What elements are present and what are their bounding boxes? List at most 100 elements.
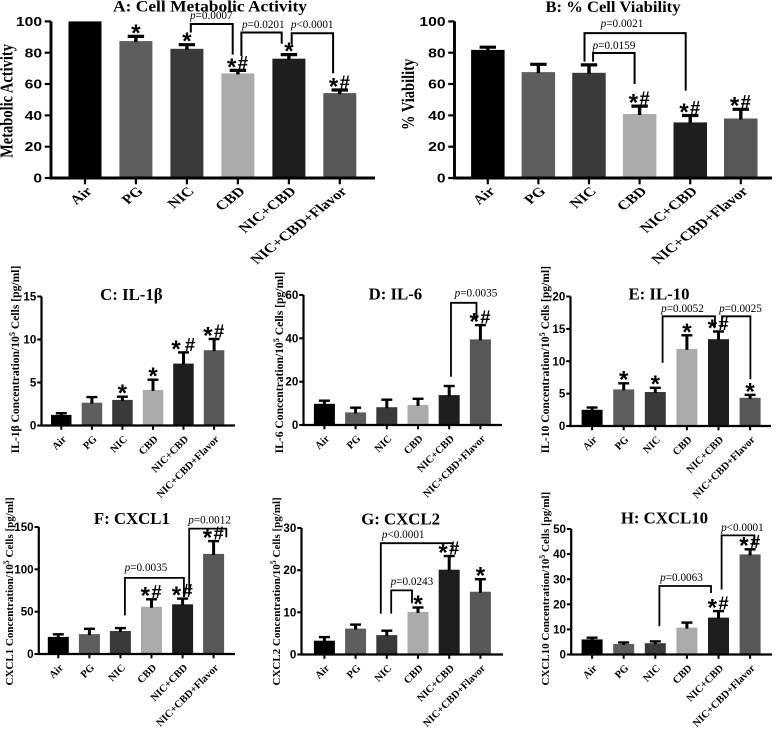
svg-text:p=0.0025: p=0.0025 — [718, 303, 762, 315]
svg-text:*: * — [172, 582, 182, 609]
svg-text:p<0.0001: p<0.0001 — [720, 522, 764, 534]
svg-text:20: 20 — [25, 139, 43, 154]
svg-text:*: * — [171, 336, 181, 363]
svg-text:CXCL1 Concentration/105 Cells: CXCL1 Concentration/105 Cells [pg/ml] — [2, 497, 16, 685]
svg-text:D: IL-6: D: IL-6 — [369, 285, 423, 304]
svg-text:*: * — [148, 363, 158, 390]
svg-text:p=0.0063: p=0.0063 — [659, 572, 703, 584]
svg-text:20: 20 — [283, 564, 296, 577]
svg-text:% Viability: % Viability — [400, 59, 418, 130]
svg-text:40: 40 — [553, 548, 566, 561]
svg-text:*: * — [141, 583, 151, 610]
svg-text:0: 0 — [560, 649, 566, 662]
svg-text:40: 40 — [285, 332, 298, 345]
svg-text:p=0.0012: p=0.0012 — [187, 514, 231, 526]
svg-text:*: * — [730, 93, 740, 120]
svg-text:*: * — [476, 563, 486, 590]
svg-text:*: * — [131, 20, 141, 47]
svg-text:*: * — [708, 595, 718, 622]
svg-text:100: 100 — [14, 563, 33, 576]
svg-text:*: * — [118, 380, 128, 407]
svg-text:*: * — [745, 378, 755, 405]
svg-text:0: 0 — [27, 648, 33, 661]
svg-text:A: Cell Metabolic Activity: A: Cell Metabolic Activity — [113, 0, 307, 15]
svg-text:#: # — [340, 72, 350, 93]
svg-text:*: * — [470, 309, 480, 336]
svg-text:10: 10 — [283, 606, 296, 619]
svg-text:50: 50 — [553, 523, 566, 536]
svg-text:*: * — [679, 99, 689, 126]
svg-text:10: 10 — [23, 334, 36, 347]
svg-text:0: 0 — [33, 171, 42, 186]
svg-text:40: 40 — [428, 108, 446, 123]
svg-text:*: * — [413, 591, 423, 618]
svg-text:*: * — [651, 371, 661, 398]
svg-text:*: * — [708, 315, 718, 342]
svg-text:CXCL10 Concentration/105 Cells: CXCL10 Concentration/105 Cells [pg/ml] — [538, 492, 552, 686]
svg-text:B: % Cell Viability: B: % Cell Viability — [546, 0, 681, 16]
svg-text:40: 40 — [25, 108, 43, 123]
svg-text:p=0.0243: p=0.0243 — [390, 576, 434, 588]
svg-text:p=0.0035: p=0.0035 — [454, 288, 498, 300]
svg-text:IL-1β Concentration/105 Cells: IL-1β Concentration/105 Cells [pg/ml] — [8, 266, 22, 454]
svg-text:*: * — [438, 539, 448, 566]
svg-text:*: * — [284, 38, 294, 65]
svg-text:#: # — [213, 523, 223, 544]
svg-text:*: * — [203, 525, 213, 552]
svg-text:#: # — [214, 321, 224, 342]
svg-text:0: 0 — [559, 420, 565, 433]
svg-text:60: 60 — [428, 77, 446, 92]
svg-text:*: * — [682, 319, 692, 346]
svg-text:#: # — [690, 97, 700, 118]
svg-text:F: CXCL1: F: CXCL1 — [94, 509, 170, 528]
svg-text:#: # — [238, 52, 248, 73]
svg-text:Metabolic Activity: Metabolic Activity — [0, 44, 17, 158]
svg-text:#: # — [480, 307, 490, 328]
svg-text:20: 20 — [552, 291, 565, 304]
svg-text:0: 0 — [437, 171, 446, 186]
svg-text:p=0.0035: p=0.0035 — [124, 562, 168, 574]
svg-text:30: 30 — [283, 522, 296, 535]
svg-text:20: 20 — [553, 598, 566, 611]
svg-text:0: 0 — [30, 420, 36, 433]
svg-text:p=0.0159: p=0.0159 — [592, 40, 636, 52]
svg-text:p=0.0201: p=0.0201 — [241, 19, 285, 31]
svg-text:10: 10 — [552, 355, 565, 368]
svg-text:*: * — [329, 73, 339, 100]
svg-text:100: 100 — [16, 14, 42, 29]
svg-text:30: 30 — [553, 573, 566, 586]
svg-text:*: * — [203, 322, 213, 349]
svg-text:80: 80 — [25, 45, 43, 60]
svg-text:5: 5 — [30, 377, 37, 390]
svg-text:#: # — [750, 531, 760, 552]
svg-text:15: 15 — [23, 291, 36, 304]
svg-text:#: # — [185, 334, 195, 355]
svg-text:5: 5 — [559, 388, 566, 401]
svg-text:20: 20 — [285, 376, 298, 389]
svg-text:CXCL2 Concentration/105 Cells: CXCL2 Concentration/105 Cells [pg/ml] — [269, 497, 283, 685]
svg-text:10: 10 — [553, 624, 566, 637]
svg-text:50: 50 — [21, 606, 34, 619]
svg-text:IL-6 Concentration/105 Cells [: IL-6 Concentration/105 Cells [pg/ml] — [272, 272, 286, 454]
svg-text:#: # — [182, 580, 192, 601]
svg-text:p=0.0052: p=0.0052 — [660, 303, 704, 315]
svg-text:60: 60 — [285, 289, 298, 302]
svg-text:*: * — [227, 54, 237, 81]
svg-text:*: * — [739, 533, 749, 560]
svg-text:E: IL-10: E: IL-10 — [628, 285, 689, 304]
svg-text:G: CXCL2: G: CXCL2 — [361, 510, 440, 529]
svg-text:150: 150 — [14, 521, 33, 534]
svg-text:#: # — [718, 593, 728, 614]
svg-text:60: 60 — [25, 77, 43, 92]
svg-text:#: # — [718, 313, 728, 334]
svg-text:p=0.0007: p=0.0007 — [189, 10, 233, 22]
svg-text:IL-10 Concentration/105 Cells: IL-10 Concentration/105 Cells [pg/ml] — [538, 266, 552, 453]
svg-text:#: # — [449, 538, 459, 559]
svg-text:#: # — [151, 581, 161, 602]
svg-text:C: IL-1β: C: IL-1β — [100, 285, 163, 304]
svg-text:15: 15 — [552, 323, 565, 336]
svg-text:0: 0 — [290, 649, 296, 662]
svg-text:p<0.0001: p<0.0001 — [290, 19, 334, 31]
svg-text:*: * — [619, 367, 629, 394]
svg-text:#: # — [741, 91, 751, 112]
